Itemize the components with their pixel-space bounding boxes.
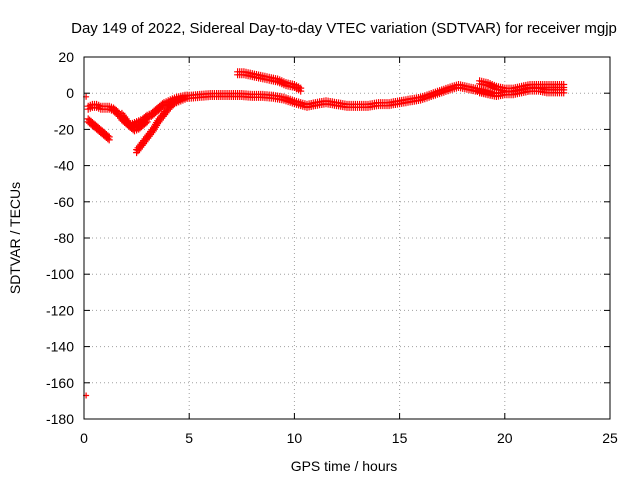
y-tick-label: -160	[46, 375, 74, 391]
y-tick-label: -180	[46, 411, 74, 427]
x-tick-label: 10	[287, 430, 303, 446]
plot-frame	[83, 56, 611, 420]
y-tick-label: -140	[46, 339, 74, 355]
data-point	[159, 103, 166, 111]
y-tick-label: 20	[58, 49, 74, 65]
data-point	[560, 89, 568, 97]
y-tick-label: -40	[54, 158, 74, 174]
y-tick-label: 0	[66, 85, 74, 101]
series-dip-rise	[118, 109, 151, 135]
x-tick-label: 5	[185, 430, 193, 446]
data-layer	[83, 68, 568, 399]
x-axis-label: GPS time / hours	[291, 458, 398, 474]
data-point	[297, 87, 305, 95]
x-tick-label: 20	[497, 430, 513, 446]
x-tick-label: 15	[392, 430, 408, 446]
data-point	[143, 118, 151, 126]
data-point	[142, 119, 150, 127]
y-tick-label: -100	[46, 266, 74, 282]
y-tick-label: -80	[54, 230, 74, 246]
ticks: 20 0 -20 -40 -60 -80 -100 -120 -140 -160 -180 0 5 10 1…	[46, 49, 618, 446]
series-late-rise	[133, 91, 191, 157]
chart-title: Day 149 of 2022, Sidereal Day-to-day VTE…	[71, 20, 617, 37]
y-axis-label: SDTVAR / TECUs	[7, 182, 23, 294]
series-early-drop	[84, 115, 113, 144]
x-tick-label: 0	[80, 430, 88, 446]
y-tick-label: -120	[46, 302, 74, 318]
y-tick-label: -60	[54, 194, 74, 210]
data-point	[105, 136, 113, 144]
series-right-band-b	[476, 84, 568, 100]
series-upper-arc	[234, 68, 305, 95]
grid	[84, 57, 610, 419]
y-tick-label: -20	[54, 121, 74, 137]
x-tick-label: 25	[602, 430, 618, 446]
data-point	[183, 94, 191, 102]
